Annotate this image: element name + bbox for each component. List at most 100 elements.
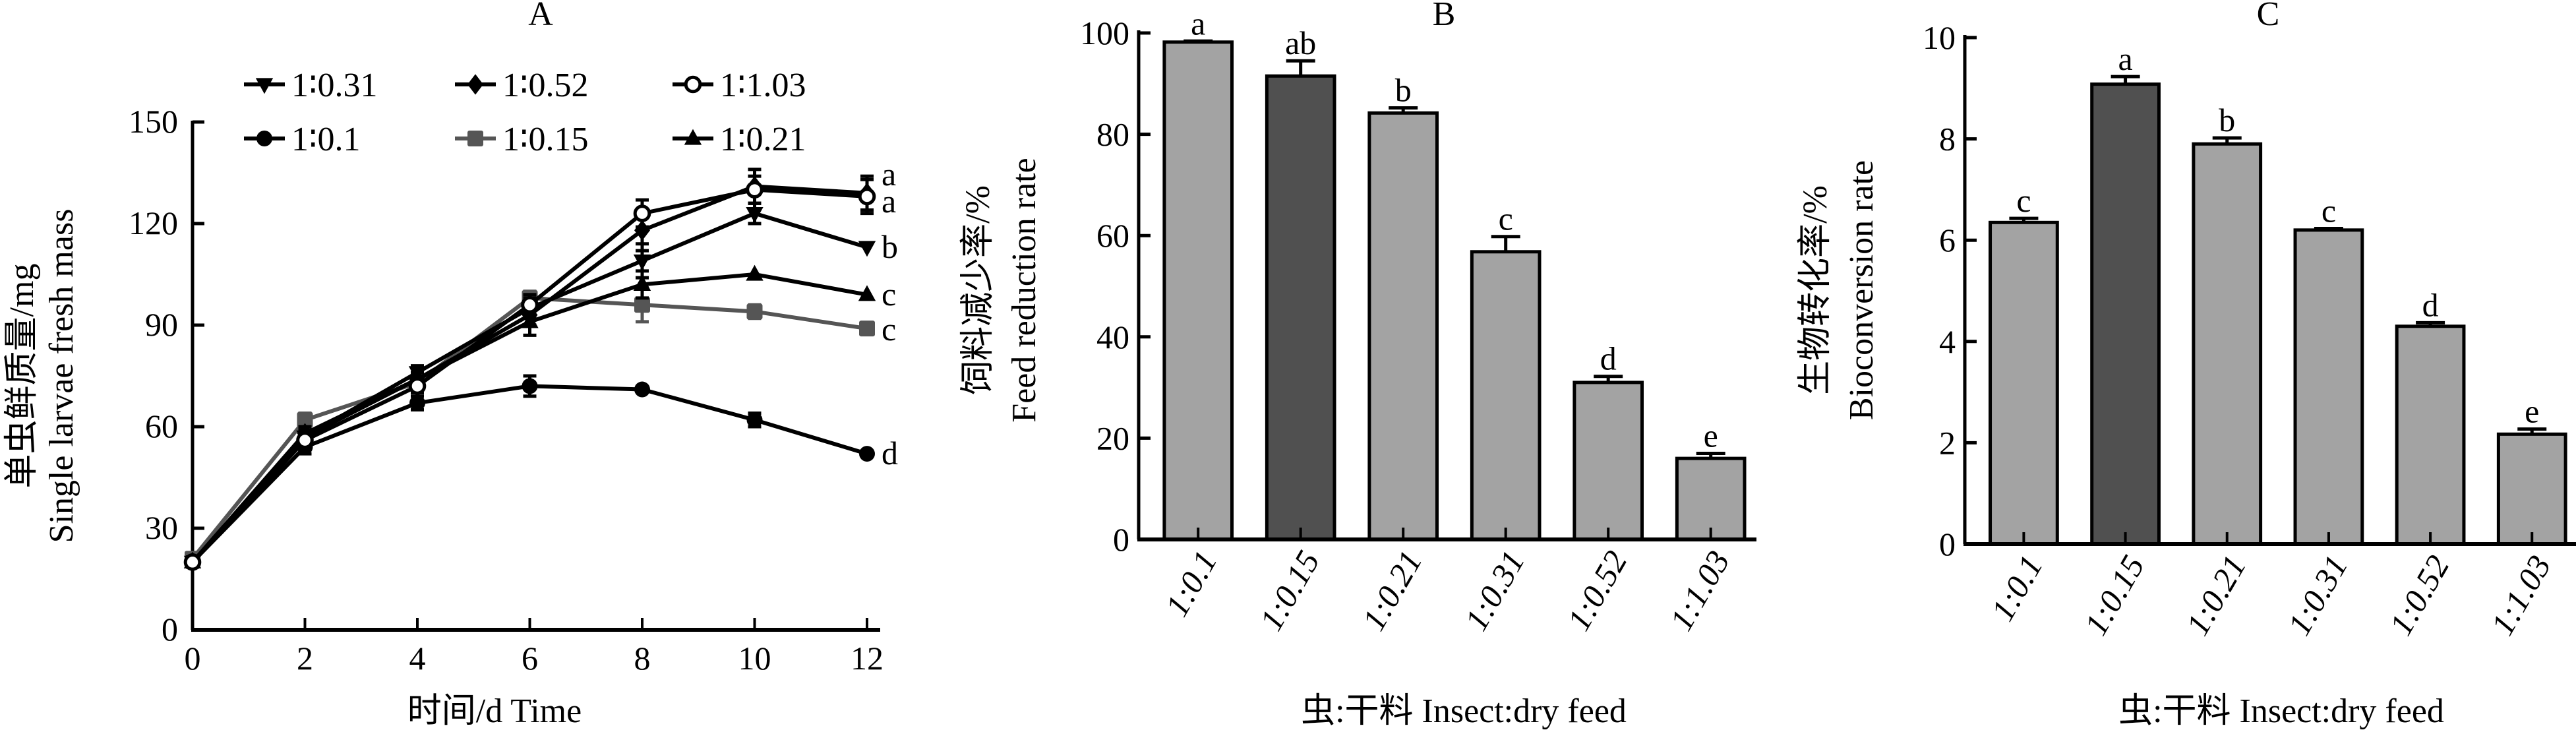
y-tick-label: 6: [1939, 222, 1956, 259]
legend-marker: [467, 74, 483, 95]
bar: [1265, 74, 1336, 541]
category-label: 1:0.21: [1355, 545, 1429, 637]
bar: [1470, 250, 1542, 541]
x-tick-label: 0: [185, 640, 201, 677]
significance-label: e: [1704, 417, 1718, 454]
bar: [1162, 40, 1234, 541]
x-tick-label: 6: [522, 640, 538, 677]
category-label: 1:0.15: [1252, 545, 1327, 637]
significance-label: a: [1191, 5, 1205, 42]
panel-a-ylabel-cn: 单虫鲜质量/mg: [3, 264, 41, 489]
legend-marker: [467, 131, 483, 146]
bar: [1675, 456, 1747, 541]
category-label: 1:0.31: [1457, 545, 1532, 637]
legend-marker: [684, 129, 702, 145]
significance-label: c: [2016, 182, 2031, 219]
x-tick-label: 8: [634, 640, 651, 677]
panel-b-ylabel-cn: 饲料减少率/%: [959, 185, 997, 395]
series-line: [191, 384, 868, 564]
y-tick-label: 10: [1923, 19, 1956, 56]
x-tick-label: 12: [851, 640, 884, 677]
legend-item: 1∶1.03: [673, 67, 806, 104]
panel-a-ylabel-en: Single larvae fresh mass: [43, 209, 80, 543]
series-line: [191, 184, 868, 564]
data-point: [858, 285, 876, 301]
legend-marker: [256, 131, 272, 146]
series-line: [191, 295, 868, 561]
category-label: 1:0.21: [2178, 549, 2253, 642]
category-label: 1:0.1: [1158, 545, 1224, 623]
significance-label: d: [882, 435, 898, 472]
series-diamond: a: [185, 156, 896, 572]
bar: [1989, 220, 2059, 546]
x-tick-label: 10: [738, 640, 771, 677]
series-circle-open: a: [183, 174, 896, 571]
x-tick-label: 2: [297, 640, 313, 677]
significance-label: c: [2321, 193, 2336, 229]
legend-item: 1∶0.15: [455, 121, 589, 158]
category-label: 1:1.03: [2484, 549, 2558, 642]
bar: [2293, 228, 2364, 546]
data-point: [408, 377, 427, 395]
legend-item: 1∶0.21: [673, 121, 806, 158]
significance-label: b: [2219, 102, 2235, 138]
significance-label: d: [2422, 286, 2439, 323]
data-point: [858, 187, 876, 206]
data-point: [746, 264, 764, 281]
panel-a-legend: 1∶0.31 1∶0.52 1∶1.03 1∶0.1 1∶0.15 1∶0.21: [244, 67, 806, 158]
legend-label: 1∶0.52: [502, 67, 589, 104]
bar: [2496, 432, 2567, 546]
significance-label: a: [882, 156, 896, 193]
data-point: [297, 412, 313, 428]
data-point: [633, 275, 651, 291]
category-label: 1:1.03: [1662, 545, 1737, 637]
legend-label: 1∶0.15: [502, 121, 589, 158]
significance-label: a: [882, 183, 896, 220]
significance-label: b: [882, 228, 898, 265]
category-label: 1:0.52: [2382, 549, 2457, 642]
category-label: 1:0.1: [1983, 549, 2050, 627]
data-point: [746, 303, 763, 320]
panel-c-plot: 0 2 4 6 8 10 c 1:0.1 a 1:0.15 b 1:0.21 c 1:0.31 d 1:0.5…: [1923, 19, 2576, 641]
data-point: [634, 381, 650, 398]
series-circle: d: [185, 374, 898, 570]
bar: [2090, 82, 2161, 546]
panel-b-plot: 0 20 40 60 80 100 a 1:0.1 ab 1:0.15 b 1:0.21 c 1:0.31…: [1080, 5, 1756, 636]
legend-label: 1∶0.31: [291, 67, 378, 104]
significance-label: e: [2525, 393, 2539, 430]
y-tick-label: 0: [1113, 521, 1129, 558]
category-label: 1:0.31: [2280, 549, 2354, 642]
significance-label: a: [2118, 40, 2132, 77]
data-point: [409, 395, 425, 412]
legend-label: 1∶0.1: [291, 121, 361, 158]
y-tick-label: 100: [1080, 15, 1129, 51]
bar: [2395, 324, 2466, 546]
series-square: c: [185, 286, 896, 567]
y-tick-label: 30: [145, 509, 178, 546]
data-point: [183, 553, 202, 571]
data-point: [746, 207, 764, 223]
significance-label: c: [882, 311, 896, 348]
panel-a-xlabel: 时间/d Time: [407, 692, 582, 730]
legend-label: 1∶0.21: [720, 121, 806, 158]
panel-c: C 0 2 4 6 8 10 c 1:0.1 a 1:0.15 b 1:0.21 c 1:0.31 d 1:0…: [1797, 0, 2576, 730]
series-triangle-up: c: [183, 264, 896, 569]
data-point: [521, 295, 539, 314]
bar: [1573, 381, 1644, 541]
panel-a-axes: 0 30 60 90 120 150 0 2 4 6 8 10 12: [129, 103, 884, 677]
data-point: [859, 321, 875, 337]
category-label: 1:0.52: [1560, 545, 1634, 637]
panel-b-xlabel: 虫:干料 Insect:dry feed: [1301, 692, 1627, 730]
legend-marker: [684, 75, 702, 94]
significance-label: b: [1395, 72, 1412, 109]
y-tick-label: 8: [1939, 121, 1956, 158]
data-point: [633, 254, 651, 270]
panel-b: B 0 20 40 60 80 100 a 1:0.1 ab 1:0.15 b 1:0.21 c 1:0.…: [959, 0, 1756, 730]
x-tick-label: 4: [409, 640, 426, 677]
legend-item: 1∶0.31: [244, 67, 378, 104]
data-point: [746, 412, 763, 428]
significance-label: ab: [1285, 24, 1316, 61]
y-tick-label: 2: [1939, 424, 1956, 461]
